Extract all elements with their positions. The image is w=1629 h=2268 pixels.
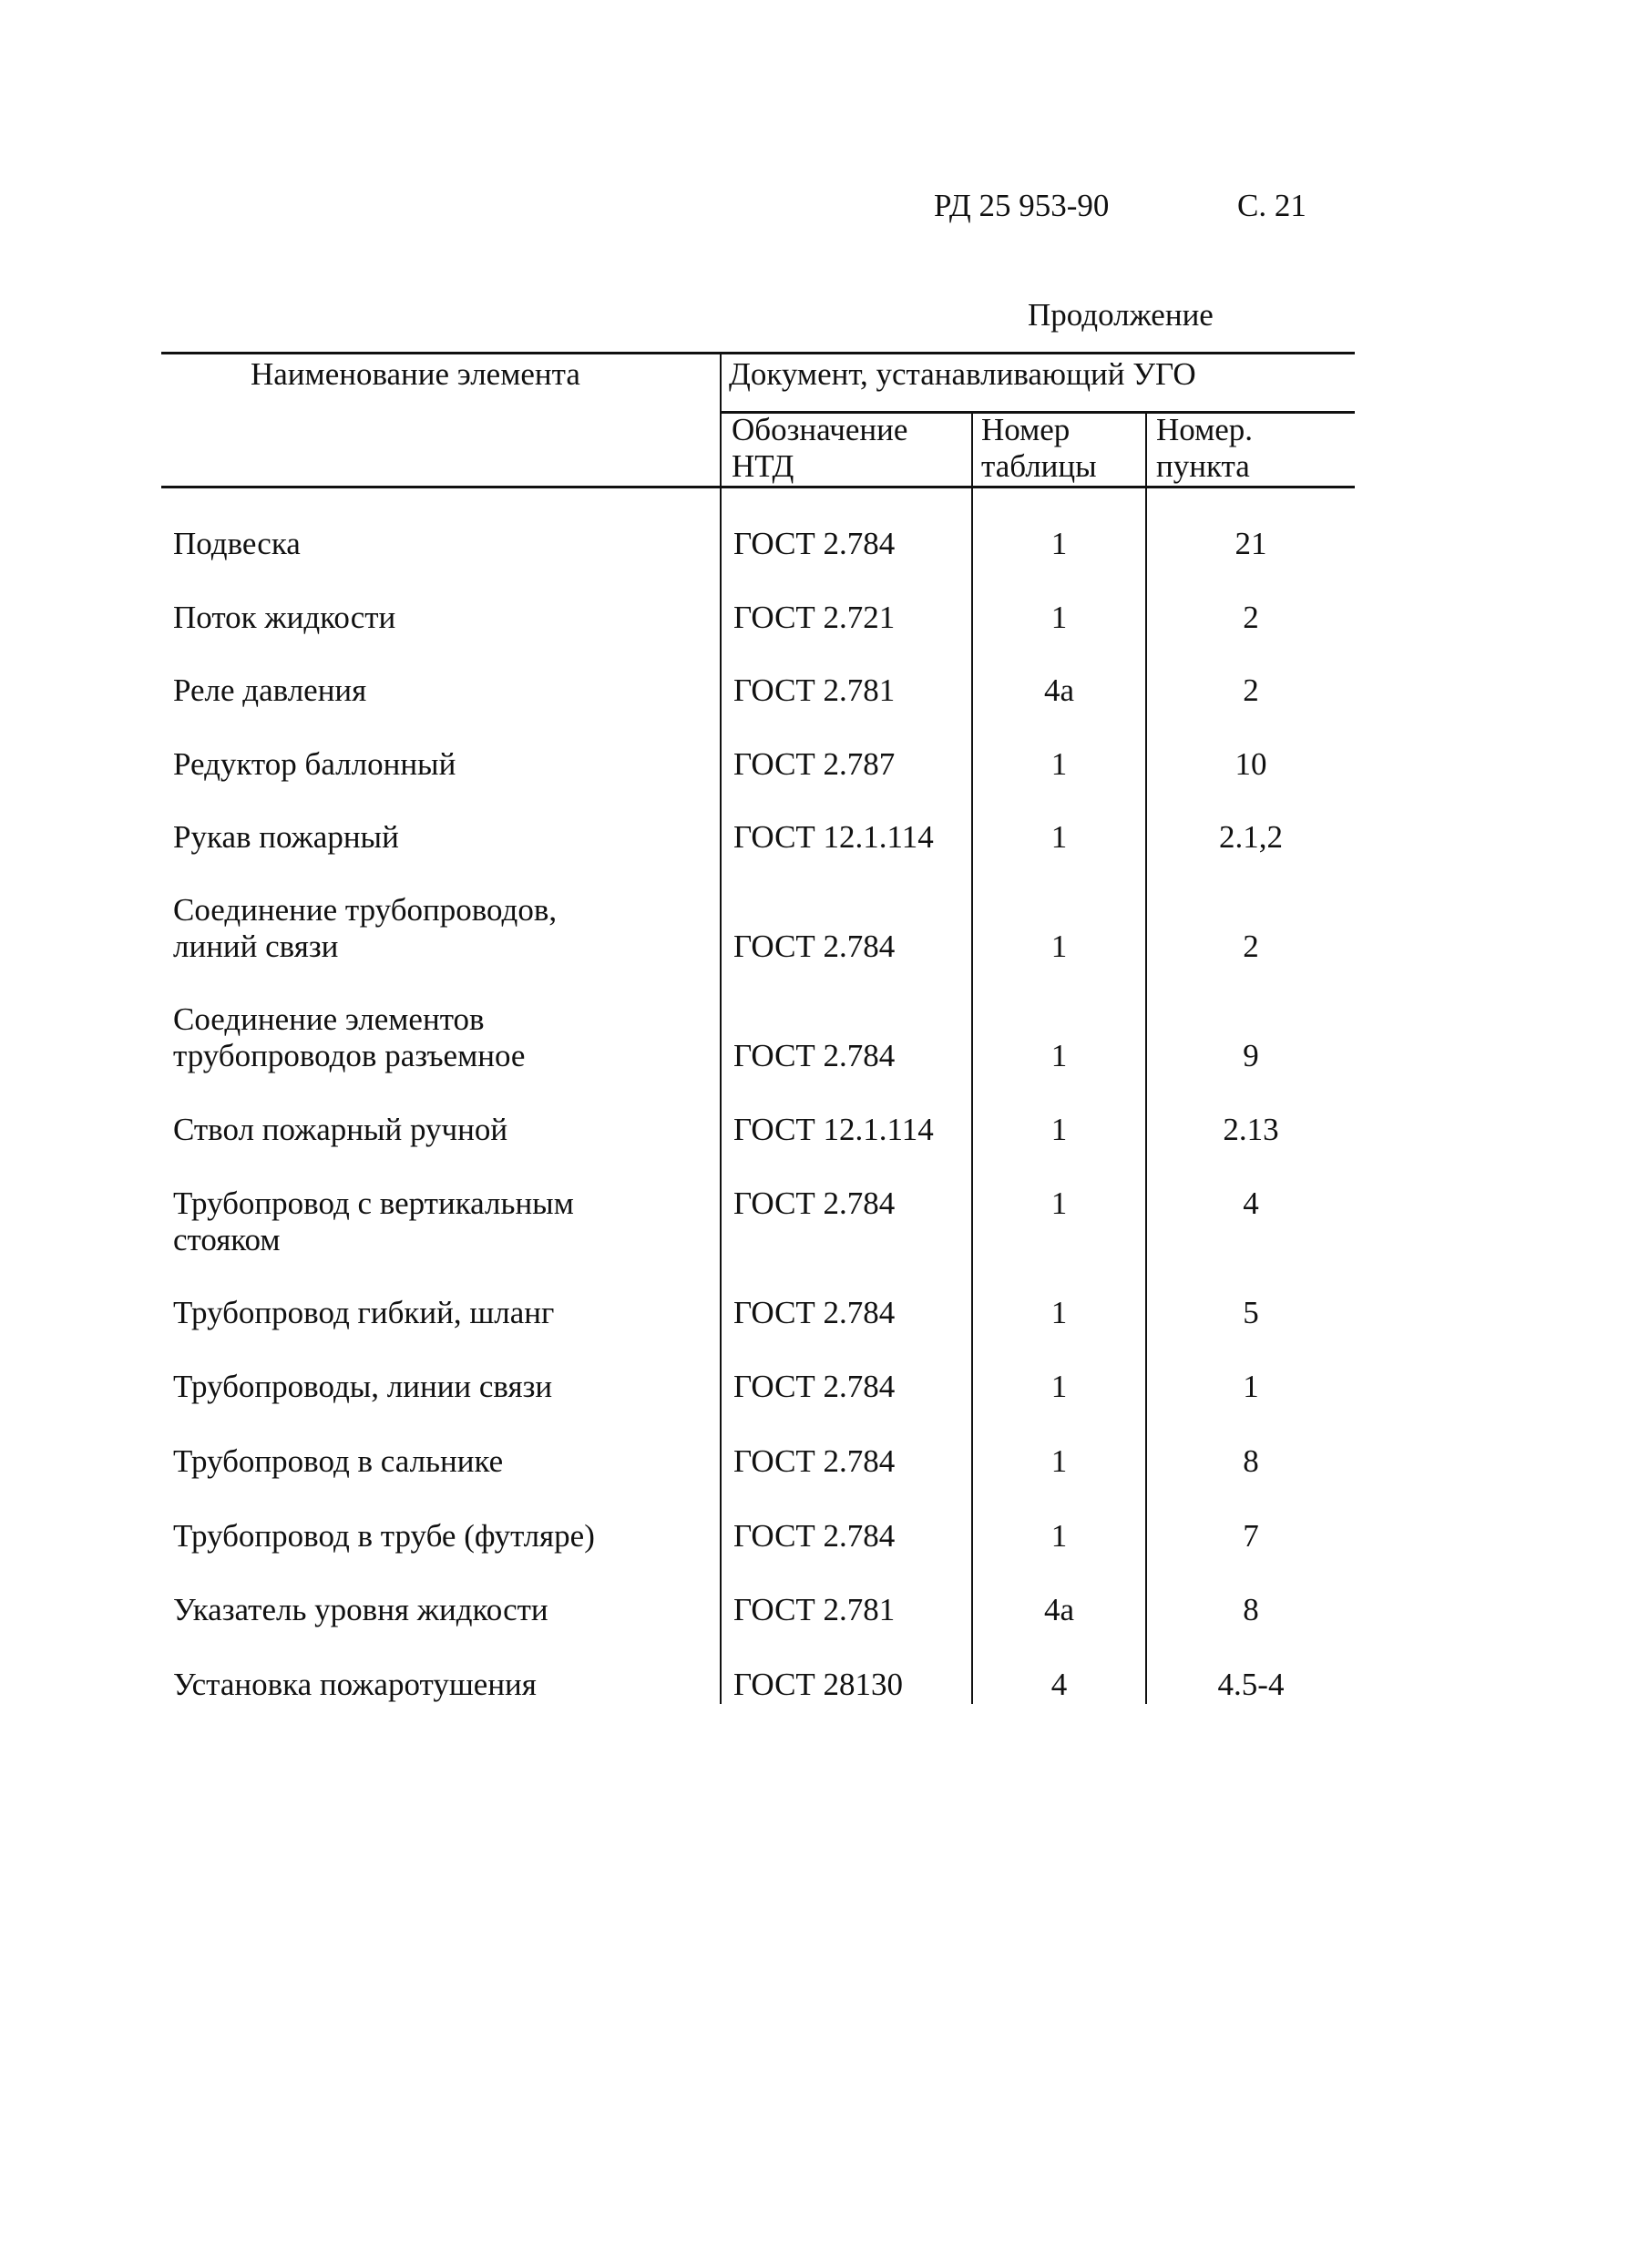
item-number: 2	[1243, 929, 1259, 964]
ntd-designation: ГОСТ 2.784	[733, 1295, 896, 1330]
table-number: 1	[1050, 600, 1068, 635]
element-name: Поток жидкости	[173, 600, 396, 635]
table-number: 1	[1050, 1185, 1068, 1221]
item-number: 10	[1235, 746, 1267, 782]
ntd-designation: ГОСТ 2.721	[733, 600, 896, 635]
item-number: 5	[1243, 1295, 1259, 1330]
column-divider	[1145, 411, 1147, 1704]
subheader-ntd: Обозначение НТД	[732, 412, 908, 484]
element-name: Указатель уровня жидкости	[173, 1592, 548, 1627]
ntd-designation: ГОСТ 2.781	[733, 1592, 896, 1627]
item-number: 21	[1235, 526, 1267, 561]
element-name: Трубопровод гибкий, шланг	[173, 1295, 555, 1330]
element-name: линий связи	[173, 929, 339, 964]
table-number: 1	[1050, 1295, 1068, 1330]
subheader-item: Номер. пункта	[1156, 412, 1254, 484]
element-name: Трубопроводы, линии связи	[173, 1369, 553, 1404]
ntd-designation: ГОСТ 2.784	[733, 1518, 896, 1554]
ntd-designation: ГОСТ 12.1.114	[733, 819, 934, 855]
table-number: 1	[1050, 1038, 1068, 1073]
item-number: 8	[1243, 1592, 1259, 1627]
element-name: Трубопровод в трубе (футляре)	[173, 1518, 595, 1554]
table-number: 4а	[1043, 1592, 1075, 1627]
table-number: 1	[1050, 1443, 1068, 1479]
table-number: 4а	[1043, 672, 1075, 708]
element-name: Редуктор баллонный	[173, 746, 456, 782]
ntd-designation: ГОСТ 2.784	[733, 1185, 896, 1221]
ntd-designation: ГОСТ 2.784	[733, 1038, 896, 1073]
header-bottom-rule	[161, 486, 1355, 488]
table-number: 1	[1050, 1518, 1068, 1554]
element-name: Подвеска	[173, 526, 301, 561]
header-document: Документ, устанавливающий УГО	[729, 356, 1196, 392]
ntd-designation: ГОСТ 2.781	[733, 672, 896, 708]
item-number: 7	[1243, 1518, 1259, 1554]
subheader-table: Номер таблицы	[981, 412, 1097, 484]
continuation-label: Продолжение	[1028, 297, 1214, 333]
element-name: Реле давления	[173, 672, 367, 708]
item-number: 2.13	[1223, 1112, 1279, 1147]
element-name: стояком	[173, 1222, 281, 1257]
item-number: 2	[1243, 600, 1259, 635]
element-name: Рукав пожарный	[173, 819, 399, 855]
table-number: 1	[1050, 1112, 1068, 1147]
column-divider	[720, 352, 722, 1704]
element-name: трубопроводов разъемное	[173, 1038, 526, 1073]
ntd-designation: ГОСТ 2.787	[733, 746, 896, 782]
ntd-designation: ГОСТ 2.784	[733, 1443, 896, 1479]
table-number: 4	[1050, 1667, 1068, 1702]
column-divider	[971, 411, 973, 1704]
element-name: Соединение трубопроводов,	[173, 892, 558, 928]
ntd-designation: ГОСТ 12.1.114	[733, 1112, 934, 1147]
table-number: 1	[1050, 929, 1068, 964]
ntd-designation: ГОСТ 2.784	[733, 1369, 896, 1404]
element-name: Установка пожаротушения	[173, 1667, 537, 1702]
element-name: Трубопровод в сальнике	[173, 1443, 504, 1479]
page-number: С. 21	[1237, 188, 1306, 223]
ntd-designation: ГОСТ 2.784	[733, 526, 896, 561]
item-number: 2.1,2	[1219, 819, 1283, 855]
table-number: 1	[1050, 1369, 1068, 1404]
header-name: Наименование элемента	[251, 356, 580, 392]
subheader-rule	[720, 411, 1355, 414]
item-number: 8	[1243, 1443, 1259, 1479]
item-number: 2	[1243, 672, 1259, 708]
item-number: 1	[1243, 1369, 1259, 1404]
element-name: Трубопровод с вертикальным	[173, 1185, 574, 1221]
table-number: 1	[1050, 819, 1068, 855]
ntd-designation: ГОСТ 28130	[733, 1667, 904, 1702]
doc-number: РД 25 953-90	[934, 188, 1110, 223]
element-name: Соединение элементов	[173, 1001, 485, 1037]
table-top-rule	[161, 352, 1355, 354]
element-name: Ствол пожарный ручной	[173, 1112, 508, 1147]
table-number: 1	[1050, 746, 1068, 782]
table-number: 1	[1050, 526, 1068, 561]
item-number: 9	[1243, 1038, 1259, 1073]
item-number: 4	[1243, 1185, 1259, 1221]
item-number: 4.5-4	[1217, 1667, 1285, 1702]
ntd-designation: ГОСТ 2.784	[733, 929, 896, 964]
